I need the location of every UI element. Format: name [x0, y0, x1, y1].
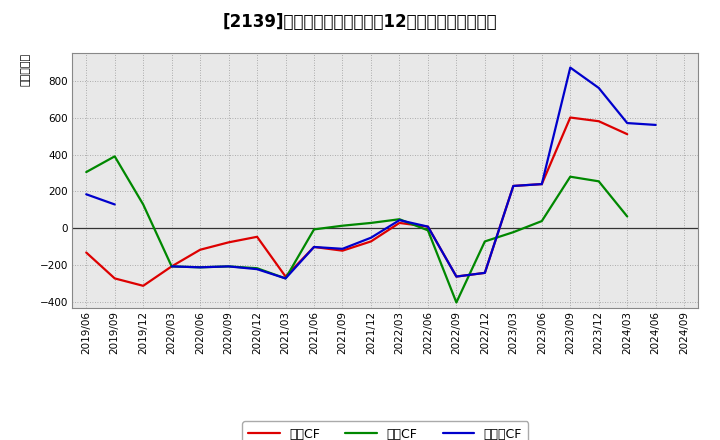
フリーCF	[310, 244, 318, 249]
Line: 投資CF: 投資CF	[86, 156, 627, 302]
Text: （百万円）: （百万円）	[20, 53, 30, 86]
フリーCF	[509, 183, 518, 189]
フリーCF	[652, 122, 660, 128]
投資CF	[225, 264, 233, 269]
投資CF	[423, 227, 432, 233]
投資CF	[566, 174, 575, 180]
投資CF	[196, 265, 204, 270]
営業CF	[366, 239, 375, 244]
フリーCF	[225, 264, 233, 269]
フリーCF	[196, 265, 204, 270]
投資CF	[282, 276, 290, 281]
営業CF	[537, 181, 546, 187]
営業CF	[282, 274, 290, 279]
フリーCF	[595, 85, 603, 91]
営業CF	[139, 283, 148, 289]
営業CF	[395, 220, 404, 226]
フリーCF	[167, 264, 176, 269]
営業CF	[480, 270, 489, 275]
フリーCF	[282, 276, 290, 281]
営業CF	[338, 248, 347, 253]
フリーCF	[423, 224, 432, 229]
フリーCF	[253, 267, 261, 272]
フリーCF	[110, 202, 119, 207]
投資CF	[167, 264, 176, 269]
フリーCF	[480, 270, 489, 275]
投資CF	[595, 179, 603, 184]
Line: 営業CF: 営業CF	[86, 117, 627, 286]
投資CF	[110, 154, 119, 159]
Legend: 営業CF, 投資CF, フリーCF: 営業CF, 投資CF, フリーCF	[242, 422, 528, 440]
投資CF	[537, 218, 546, 224]
営業CF	[566, 115, 575, 120]
フリーCF	[566, 65, 575, 70]
営業CF	[509, 183, 518, 189]
フリーCF	[537, 181, 546, 187]
フリーCF	[452, 274, 461, 279]
営業CF	[253, 234, 261, 239]
投資CF	[509, 230, 518, 235]
投資CF	[82, 169, 91, 175]
営業CF	[167, 264, 176, 269]
営業CF	[82, 250, 91, 255]
投資CF	[452, 300, 461, 305]
フリーCF	[623, 121, 631, 126]
フリーCF	[338, 246, 347, 252]
営業CF	[310, 244, 318, 249]
営業CF	[623, 132, 631, 137]
営業CF	[110, 276, 119, 281]
営業CF	[225, 240, 233, 245]
投資CF	[253, 266, 261, 271]
投資CF	[366, 220, 375, 226]
投資CF	[480, 239, 489, 244]
投資CF	[139, 202, 148, 207]
Line: フリーCF: フリーCF	[86, 68, 656, 279]
フリーCF	[82, 192, 91, 197]
営業CF	[452, 274, 461, 279]
営業CF	[595, 119, 603, 124]
投資CF	[395, 216, 404, 222]
投資CF	[338, 223, 347, 228]
営業CF	[196, 247, 204, 253]
投資CF	[310, 227, 318, 232]
フリーCF	[366, 235, 375, 240]
投資CF	[623, 214, 631, 219]
営業CF	[423, 224, 432, 229]
フリーCF	[395, 217, 404, 223]
Text: [2139]　キャッシュフローの12か月移動合計の推移: [2139] キャッシュフローの12か月移動合計の推移	[222, 13, 498, 31]
